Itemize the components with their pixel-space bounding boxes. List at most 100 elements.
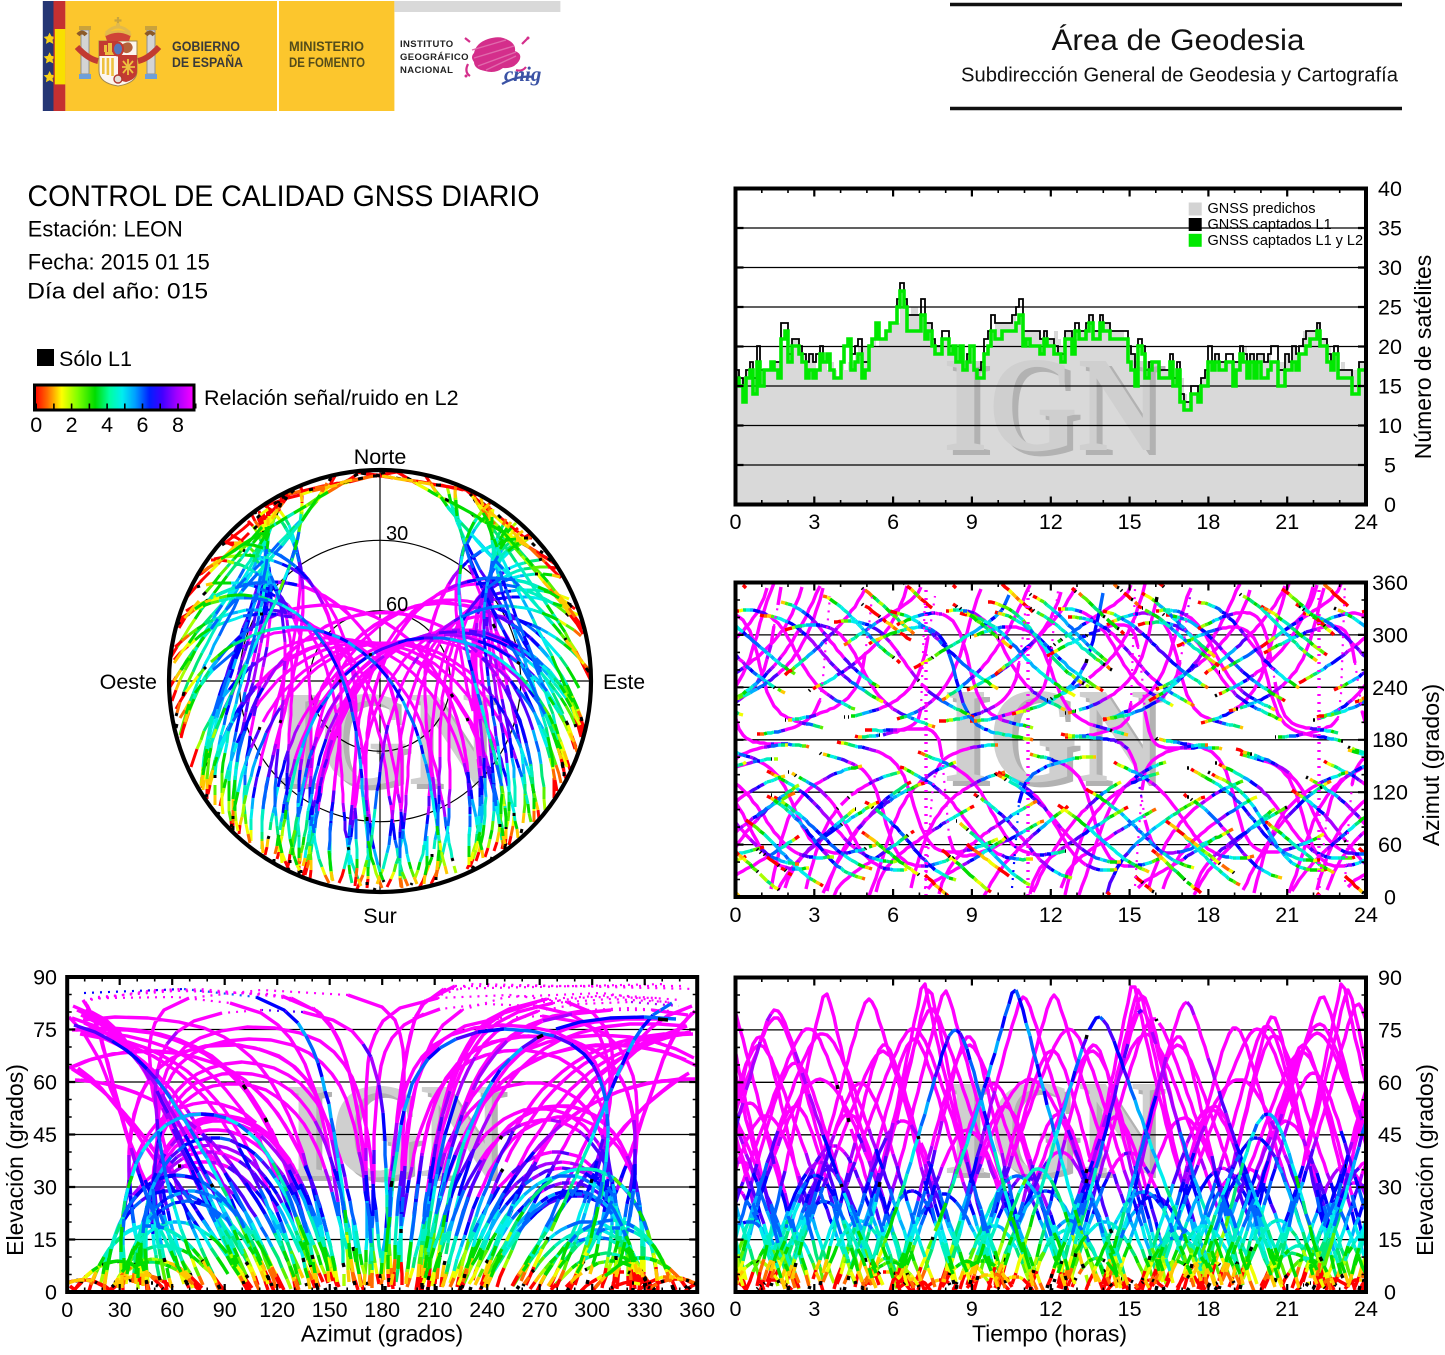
svg-text:30: 30: [1378, 1176, 1402, 1200]
svg-text:12: 12: [1039, 903, 1063, 927]
svg-text:4: 4: [101, 413, 113, 437]
svg-text:GNSS captados L1 y L2: GNSS captados L1 y L2: [1208, 233, 1364, 249]
svg-text:75: 75: [33, 1018, 57, 1042]
svg-text:90: 90: [1378, 966, 1402, 990]
svg-text:Día del año: 015: Día del año: 015: [27, 278, 208, 303]
svg-text:30: 30: [1378, 256, 1402, 280]
svg-text:45: 45: [33, 1123, 57, 1147]
svg-text:300: 300: [1372, 623, 1408, 647]
svg-text:INSTITUTO: INSTITUTO: [400, 39, 454, 50]
svg-text:15: 15: [1378, 375, 1402, 399]
svg-text:9: 9: [966, 1297, 978, 1321]
svg-text:Azimut (grados): Azimut (grados): [301, 1321, 463, 1347]
svg-text:360: 360: [1372, 571, 1408, 595]
svg-text:180: 180: [364, 1298, 400, 1322]
svg-text:GEOGRÁFICO: GEOGRÁFICO: [400, 52, 469, 63]
svg-text:Subdirección General de Geodes: Subdirección General de Geodesia y Carto…: [961, 65, 1399, 87]
svg-text:Tiempo (horas): Tiempo (horas): [972, 1321, 1127, 1347]
svg-text:120: 120: [259, 1298, 295, 1322]
svg-text:45: 45: [1378, 1123, 1402, 1147]
svg-text:12: 12: [1039, 510, 1063, 534]
svg-text:DE ESPAÑA: DE ESPAÑA: [172, 55, 243, 70]
svg-text:Área de Geodesia: Área de Geodesia: [1052, 24, 1305, 57]
svg-text:24: 24: [1354, 510, 1378, 534]
svg-text:0: 0: [1384, 886, 1396, 910]
svg-text:90: 90: [33, 966, 57, 990]
svg-text:9: 9: [966, 903, 978, 927]
svg-text:210: 210: [417, 1298, 453, 1322]
svg-text:24: 24: [1354, 903, 1378, 927]
svg-text:Fecha: 2015 01 15: Fecha: 2015 01 15: [28, 249, 210, 274]
svg-text:20: 20: [1378, 335, 1402, 359]
svg-text:60: 60: [1378, 833, 1402, 857]
svg-text:30: 30: [108, 1298, 132, 1322]
svg-text:6: 6: [887, 1297, 899, 1321]
svg-text:120: 120: [1372, 781, 1408, 805]
svg-text:15: 15: [1378, 1228, 1402, 1252]
svg-text:240: 240: [469, 1298, 505, 1322]
svg-text:5: 5: [1384, 454, 1396, 478]
svg-text:240: 240: [1372, 676, 1408, 700]
svg-text:NACIONAL: NACIONAL: [400, 65, 453, 76]
svg-text:Número de satélites: Número de satélites: [1410, 255, 1436, 460]
svg-text:330: 330: [627, 1298, 663, 1322]
svg-text:Azimut (grados): Azimut (grados): [1418, 684, 1444, 846]
svg-text:2: 2: [66, 413, 78, 437]
svg-text:MINISTERIO: MINISTERIO: [289, 39, 364, 54]
svg-text:75: 75: [1378, 1018, 1402, 1042]
svg-text:3: 3: [808, 1297, 820, 1321]
svg-text:21: 21: [1275, 1297, 1299, 1321]
svg-text:40: 40: [1378, 177, 1402, 201]
svg-text:8: 8: [172, 413, 184, 437]
svg-text:Estación: LEON: Estación: LEON: [28, 216, 183, 241]
svg-text:30: 30: [386, 523, 408, 545]
svg-text:Elevación (grados): Elevación (grados): [1412, 1064, 1438, 1256]
svg-text:60: 60: [160, 1298, 184, 1322]
svg-text:15: 15: [1118, 1297, 1142, 1321]
svg-text:Relación señal/ruido en L2: Relación señal/ruido en L2: [204, 386, 459, 410]
svg-text:24: 24: [1354, 1297, 1378, 1321]
svg-text:300: 300: [574, 1298, 610, 1322]
svg-text:Este: Este: [603, 671, 645, 694]
svg-text:12: 12: [1039, 1297, 1063, 1321]
svg-text:6: 6: [137, 413, 149, 437]
svg-text:270: 270: [522, 1298, 558, 1322]
svg-text:0: 0: [1384, 1281, 1396, 1305]
svg-text:GNSS captados L1: GNSS captados L1: [1208, 217, 1332, 233]
svg-text:cnig: cnig: [504, 62, 541, 86]
svg-text:Sólo L1: Sólo L1: [59, 347, 132, 371]
svg-text:6: 6: [887, 510, 899, 534]
svg-text:15: 15: [1118, 903, 1142, 927]
svg-text:3: 3: [808, 903, 820, 927]
svg-text:15: 15: [33, 1228, 57, 1252]
svg-text:18: 18: [1196, 510, 1220, 534]
svg-text:6: 6: [887, 903, 899, 927]
svg-text:3: 3: [808, 510, 820, 534]
svg-text:DE FOMENTO: DE FOMENTO: [289, 55, 365, 70]
svg-text:35: 35: [1378, 217, 1402, 241]
svg-text:21: 21: [1275, 510, 1299, 534]
svg-text:0: 0: [45, 1281, 57, 1305]
svg-text:GNSS predichos: GNSS predichos: [1208, 201, 1316, 217]
svg-text:Oeste: Oeste: [100, 670, 157, 694]
svg-text:0: 0: [1384, 493, 1396, 517]
svg-text:9: 9: [966, 510, 978, 534]
svg-text:0: 0: [61, 1298, 73, 1322]
svg-text:GOBIERNO: GOBIERNO: [172, 39, 240, 54]
svg-text:15: 15: [1118, 510, 1142, 534]
svg-text:Norte: Norte: [354, 445, 407, 469]
svg-text:25: 25: [1378, 296, 1402, 320]
svg-text:CONTROL DE CALIDAD GNSS DIARIO: CONTROL DE CALIDAD GNSS DIARIO: [28, 180, 540, 213]
svg-text:10: 10: [1378, 414, 1402, 438]
svg-text:150: 150: [312, 1298, 348, 1322]
svg-text:0: 0: [730, 510, 742, 534]
svg-text:360: 360: [679, 1298, 715, 1322]
svg-text:30: 30: [33, 1176, 57, 1200]
svg-text:0: 0: [30, 413, 42, 437]
svg-text:180: 180: [1372, 728, 1408, 752]
svg-text:60: 60: [386, 594, 408, 616]
svg-text:18: 18: [1196, 1297, 1220, 1321]
svg-text:90: 90: [213, 1298, 237, 1322]
svg-text:0: 0: [730, 1297, 742, 1321]
svg-text:60: 60: [1378, 1071, 1402, 1095]
